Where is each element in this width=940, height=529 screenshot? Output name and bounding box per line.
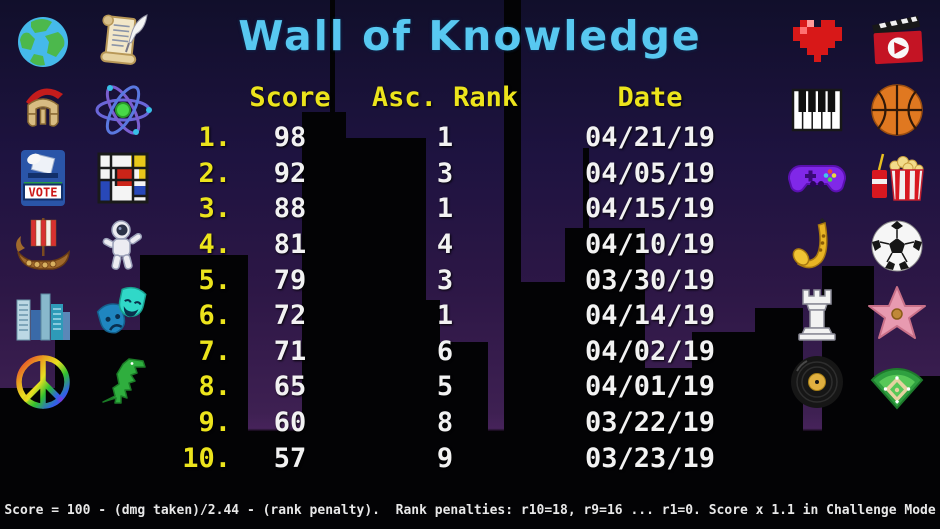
score-cell: 57 — [273, 442, 307, 474]
scroll-quill-icon — [90, 9, 156, 75]
svg-text:VOTE: VOTE — [29, 186, 58, 200]
score-row: 7. 71 6 04/02/19 — [175, 334, 755, 370]
date-cell: 04/10/19 — [584, 229, 716, 261]
asc-rank-cell: 6 — [436, 335, 454, 367]
date-cell: 04/14/19 — [584, 300, 716, 332]
asc-rank-cell: 3 — [436, 157, 454, 189]
movie-clapperboard-icon — [864, 9, 930, 75]
game-controller-icon — [784, 145, 850, 211]
column-header-date: Date — [617, 81, 683, 113]
score-row: 4. 81 4 04/10/19 — [175, 227, 755, 263]
pixel-heart-icon — [784, 9, 850, 75]
score-table-body: 1. 98 1 04/21/19 2. 92 3 04/05/19 3. 88 … — [175, 120, 755, 476]
rank-cell: 8. — [198, 371, 231, 403]
theater-masks-icon — [90, 281, 156, 347]
score-table: Score Asc. Rank Date 1. 98 1 04/21/19 2.… — [175, 74, 755, 476]
asc-rank-cell: 1 — [436, 300, 454, 332]
asc-rank-cell: 4 — [436, 229, 454, 261]
score-cell: 98 — [273, 122, 307, 154]
rank-cell: 4. — [198, 229, 231, 261]
basketball-icon — [864, 77, 930, 143]
date-cell: 04/01/19 — [584, 371, 716, 403]
score-cell: 72 — [273, 300, 307, 332]
earth-globe-icon — [10, 9, 76, 75]
popcorn-soda-icon — [864, 145, 930, 211]
score-cell: 88 — [273, 193, 307, 225]
score-cell: 81 — [273, 229, 307, 261]
score-row: 6. 72 1 04/14/19 — [175, 298, 755, 334]
scoring-formula-note: Score = 100 - (dmg taken)/2.44 - (rank p… — [4, 503, 936, 518]
vinyl-record-icon — [784, 349, 850, 415]
score-row: 9. 60 8 03/22/19 — [175, 405, 755, 441]
page-title: Wall of Knowledge — [238, 12, 702, 60]
date-cell: 04/05/19 — [584, 157, 716, 189]
peace-sign-icon — [10, 349, 76, 415]
rank-cell: 5. — [198, 264, 231, 296]
rank-cell: 9. — [198, 407, 231, 439]
baseball-field-icon — [864, 349, 930, 415]
score-row: 1. 98 1 04/21/19 — [175, 120, 755, 156]
right-icon-column — [784, 9, 938, 417]
piano-keys-icon — [784, 77, 850, 143]
chess-rook-icon — [784, 281, 850, 347]
score-row: 5. 79 3 03/30/19 — [175, 262, 755, 298]
asc-rank-cell: 3 — [436, 264, 454, 296]
rank-cell: 3. — [198, 193, 231, 225]
asc-rank-cell: 1 — [436, 193, 454, 225]
rank-cell: 1. — [198, 122, 231, 154]
walk-of-fame-star-icon — [864, 281, 930, 347]
asc-rank-cell: 1 — [436, 122, 454, 154]
column-header-asc-rank: Asc. Rank — [371, 81, 519, 113]
vote-ballot-icon: VOTE — [10, 145, 76, 211]
date-cell: 04/21/19 — [584, 122, 716, 154]
score-cell: 79 — [273, 264, 307, 296]
date-cell: 03/23/19 — [584, 442, 716, 474]
astronaut-icon — [90, 213, 156, 279]
asc-rank-cell: 8 — [436, 407, 454, 439]
soccer-ball-icon — [864, 213, 930, 279]
rank-cell: 6. — [198, 300, 231, 332]
date-cell: 04/15/19 — [584, 193, 716, 225]
score-cell: 71 — [273, 335, 307, 367]
score-row: 8. 65 5 04/01/19 — [175, 369, 755, 405]
score-row: 3. 88 1 04/15/19 — [175, 191, 755, 227]
date-cell: 03/22/19 — [584, 407, 716, 439]
date-cell: 03/30/19 — [584, 264, 716, 296]
score-cell: 65 — [273, 371, 307, 403]
atom-icon — [90, 77, 156, 143]
date-cell: 04/02/19 — [584, 335, 716, 367]
city-buildings-icon — [10, 281, 76, 347]
score-table-header: Score Asc. Rank Date — [175, 74, 755, 120]
asc-rank-cell: 9 — [436, 442, 454, 474]
rank-cell: 7. — [198, 335, 231, 367]
rank-cell: 2. — [198, 157, 231, 189]
score-row: 10. 57 9 03/23/19 — [175, 440, 755, 476]
score-cell: 60 — [273, 407, 307, 439]
left-icon-column: VOTE — [10, 9, 164, 417]
asc-rank-cell: 5 — [436, 371, 454, 403]
t-rex-icon — [90, 349, 156, 415]
rank-cell: 10. — [182, 442, 231, 474]
score-cell: 92 — [273, 157, 307, 189]
viking-ship-icon — [10, 213, 76, 279]
mondrian-painting-icon — [90, 145, 156, 211]
column-header-score: Score — [249, 81, 331, 113]
score-row: 2. 92 3 04/05/19 — [175, 156, 755, 192]
saxophone-icon — [784, 213, 850, 279]
spartan-helmet-icon — [10, 77, 76, 143]
